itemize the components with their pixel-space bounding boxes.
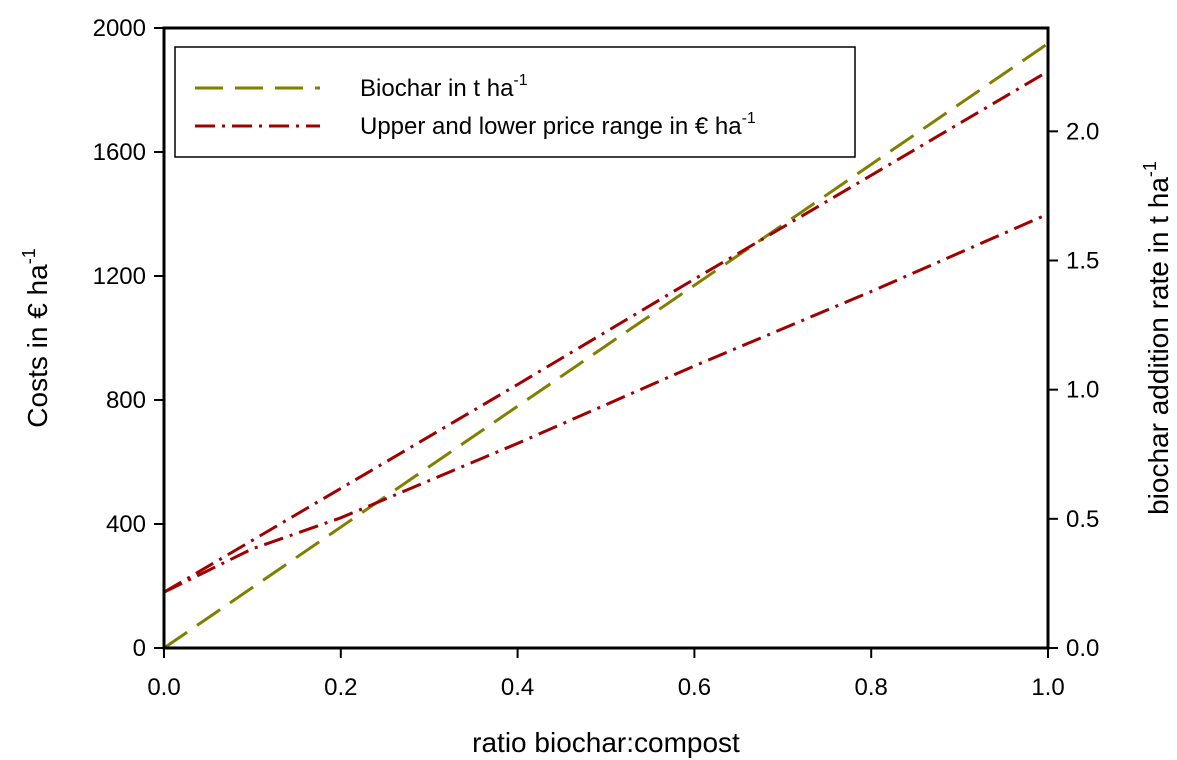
y-axis-title: Costs in € ha-1	[19, 248, 53, 427]
x-tick-label: 0.8	[855, 674, 888, 701]
y-tick-label: 0	[133, 635, 146, 662]
y2-tick-label: 0.0	[1066, 635, 1099, 662]
x-tick-label: 0.6	[678, 674, 711, 701]
x-tick-label: 0.2	[324, 674, 357, 701]
legend: Biochar in t ha-1 Upper and lower price …	[174, 46, 856, 158]
y-tick-label: 1200	[93, 263, 146, 290]
x-tick-label: 1.0	[1031, 674, 1064, 701]
y2-tick-label: 2.0	[1066, 118, 1099, 145]
y2-tick-label: 1.0	[1066, 377, 1099, 404]
y-tick-label: 2000	[93, 15, 146, 42]
legend-label-price-range: Upper and lower price range in € ha-1	[360, 110, 756, 140]
x-tick-label: 0.0	[147, 674, 180, 701]
series-line-2	[163, 212, 1049, 594]
x-axis-title: ratio biochar:compost	[472, 727, 740, 758]
series-line-1	[163, 70, 1049, 594]
series-line-0	[163, 42, 1049, 650]
y2-tick-label: 1.5	[1066, 248, 1099, 275]
y-tick-label: 1600	[93, 139, 146, 166]
legend-box	[174, 46, 856, 158]
legend-label-biochar: Biochar in t ha-1	[360, 72, 528, 102]
y-tick-label: 800	[106, 387, 146, 414]
series-layer	[163, 42, 1049, 650]
y2-axis-title: biochar addition rate in t ha-1	[1140, 161, 1174, 515]
y-axis-left: 0 400 800 1200 1600 2000	[93, 15, 164, 662]
y2-tick-label: 0.5	[1066, 506, 1099, 533]
y-tick-label: 400	[106, 511, 146, 538]
plot-frame	[162, 26, 1050, 650]
x-tick-label: 0.4	[501, 674, 534, 701]
y-axis-right: 0.0 0.5 1.0 1.5 2.0	[1048, 118, 1099, 662]
x-axis: 0.0 0.2 0.4 0.6 0.8 1.0	[147, 648, 1065, 701]
